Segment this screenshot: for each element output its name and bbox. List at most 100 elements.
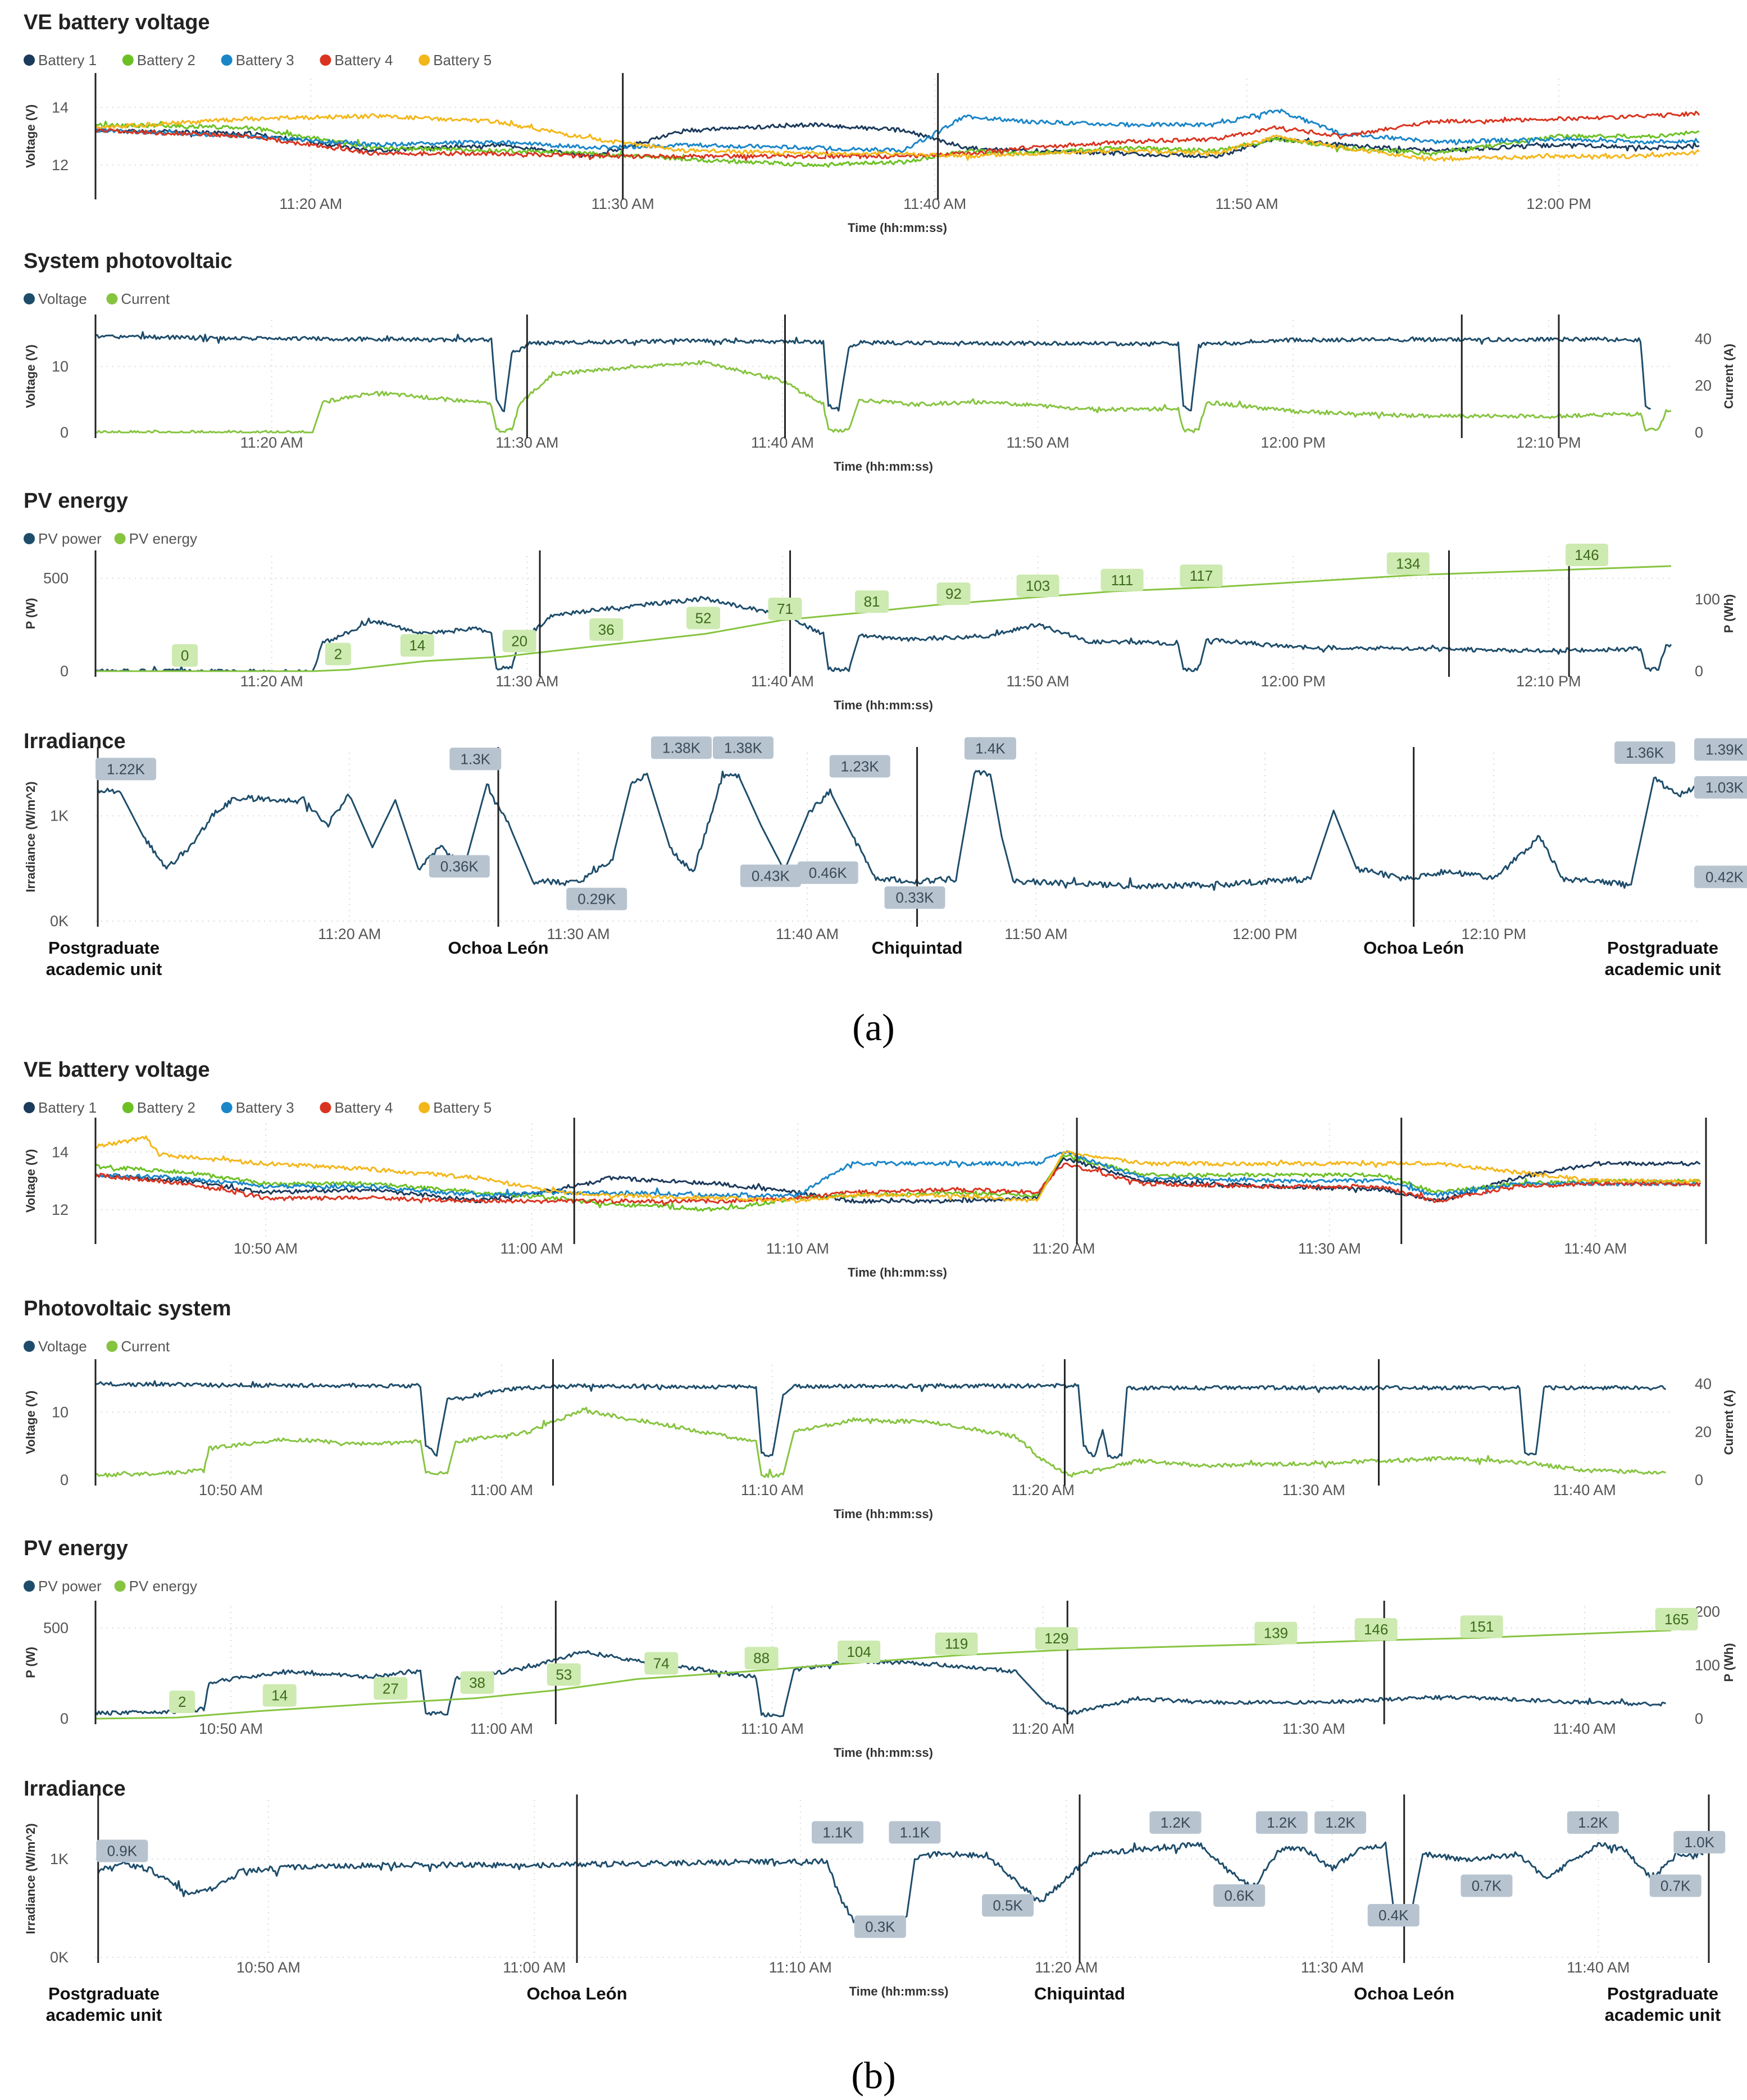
- data-label-bg: [884, 886, 945, 909]
- data-label-text: 1.1K: [822, 1824, 853, 1841]
- legend-item[interactable]: Battery 2: [122, 1099, 195, 1116]
- data-label-bg: [740, 864, 801, 887]
- x-tick-label: 11:40 AM: [776, 926, 839, 942]
- data-label-bg: [1655, 1607, 1698, 1630]
- x-axis-label: Time (hh:mm:ss): [848, 1265, 947, 1279]
- data-label-text: 71: [777, 600, 793, 617]
- location-label: Ochoa León: [1363, 938, 1464, 958]
- data-label-bg: [889, 1821, 941, 1844]
- legend-item[interactable]: Current: [106, 290, 170, 307]
- data-label-bg: [964, 737, 1016, 760]
- legend-item[interactable]: Current: [106, 1338, 170, 1355]
- y-tick-label: 0K: [50, 1949, 69, 1966]
- legend-item[interactable]: Voltage: [24, 1338, 87, 1355]
- data-label-text: 146: [1575, 546, 1599, 563]
- y-tick-label: 14: [52, 1144, 69, 1160]
- data-label-text: 36: [598, 621, 615, 638]
- data-label-text: 129: [1044, 1630, 1068, 1647]
- data-label: 0: [172, 644, 198, 667]
- data-label-text: 146: [1364, 1621, 1388, 1638]
- data-label-text: 1.2K: [1267, 1814, 1297, 1831]
- data-label: 2: [325, 643, 351, 666]
- legend-item[interactable]: PV power: [24, 530, 102, 547]
- y-right-tick-label: 40: [1695, 330, 1712, 347]
- x-tick-label: 11:20 AM: [240, 434, 303, 451]
- legend-label: Battery 1: [38, 1099, 97, 1116]
- legend-item[interactable]: PV energy: [114, 1578, 197, 1595]
- data-label-bg: [744, 1647, 779, 1670]
- legend-item[interactable]: Battery 5: [418, 1099, 492, 1116]
- legend-swatch: [122, 54, 134, 66]
- legend-item[interactable]: PV power: [24, 1578, 102, 1595]
- legend-label: Battery 1: [38, 52, 97, 69]
- data-label-bg: [1694, 865, 1747, 889]
- legend-label: Current: [121, 290, 170, 307]
- legend-label: Voltage: [38, 290, 87, 307]
- data-label: 165: [1655, 1607, 1698, 1630]
- chart-title: PV energy: [24, 489, 128, 513]
- data-label-bg: [686, 607, 720, 630]
- data-label-text: 0.33K: [896, 889, 935, 906]
- data-label-text: 1.38K: [724, 739, 763, 756]
- x-tick-label: 11:10 AM: [741, 1482, 804, 1498]
- data-label-text: 1.03K: [1705, 779, 1744, 796]
- series-line-battery-4: [94, 1163, 1701, 1206]
- legend-item[interactable]: Battery 5: [418, 52, 492, 69]
- data-label-bg: [854, 1915, 906, 1938]
- data-label-text: 2: [334, 645, 342, 662]
- data-label-bg: [1213, 1884, 1266, 1907]
- legend-item[interactable]: Battery 3: [221, 1099, 294, 1116]
- data-label: 53: [547, 1663, 581, 1686]
- series-line-current: [95, 1406, 1666, 1478]
- legend-swatch: [24, 293, 35, 304]
- legend-item[interactable]: Battery 1: [24, 1099, 97, 1116]
- chart-title: Irradiance: [24, 1777, 126, 1801]
- location-label: Ochoa León: [1354, 1984, 1454, 2003]
- x-tick-label: 11:20 AM: [318, 926, 381, 942]
- data-label-bg: [712, 736, 774, 759]
- series-line-current: [95, 359, 1672, 434]
- data-label-text: 0.4K: [1379, 1907, 1409, 1924]
- x-tick-label: 12:00 PM: [1232, 926, 1298, 942]
- data-label-bg: [644, 1652, 679, 1675]
- series-line-battery-3: [94, 108, 1700, 153]
- legend-item[interactable]: Battery 4: [320, 1099, 393, 1116]
- y-right-tick-label: 20: [1695, 1424, 1712, 1441]
- y-right-tick-label: 0: [1695, 1710, 1703, 1727]
- data-label-bg: [829, 755, 890, 778]
- x-tick-label: 11:40 AM: [1553, 1720, 1616, 1737]
- legend-item[interactable]: Battery 3: [221, 52, 294, 69]
- x-tick-label: 11:00 AM: [470, 1720, 533, 1737]
- data-label-bg: [566, 887, 627, 910]
- data-label: 104: [838, 1640, 881, 1663]
- legend-item[interactable]: Voltage: [24, 290, 87, 307]
- legend-item[interactable]: Battery 2: [122, 52, 195, 69]
- x-tick-label: 11:00 AM: [503, 1959, 566, 1976]
- data-label: 129: [1035, 1627, 1078, 1650]
- x-axis-label: Time (hh:mm:ss): [834, 1507, 933, 1521]
- location-label: Ochoa León: [526, 1984, 627, 2003]
- chart-a-battery: VE battery voltage Battery 1 Battery 2 Batt…: [24, 11, 1700, 235]
- x-tick-label: 11:20 AM: [240, 673, 303, 690]
- data-label-text: 139: [1264, 1625, 1288, 1642]
- legend-swatch: [221, 54, 233, 66]
- x-tick-label: 11:30 AM: [1298, 1240, 1361, 1257]
- data-label-bg: [1354, 1618, 1398, 1641]
- y-right-axis-label: Current (A): [1722, 344, 1736, 409]
- data-label: 0.9K: [96, 1839, 148, 1862]
- data-label-bg: [374, 1677, 408, 1700]
- x-tick-label: 10:50 AM: [199, 1720, 263, 1737]
- data-label-text: 92: [945, 585, 962, 602]
- legend-item[interactable]: Battery 4: [320, 52, 393, 69]
- legend-item[interactable]: PV energy: [114, 530, 197, 547]
- data-label-text: 165: [1664, 1611, 1689, 1628]
- x-tick-label: 11:30 AM: [1301, 1959, 1364, 1976]
- legend-item[interactable]: Battery 1: [24, 52, 97, 69]
- legend-swatch: [24, 1580, 35, 1592]
- data-label-text: 38: [469, 1674, 485, 1691]
- y-right-tick-label: 200: [1695, 1604, 1720, 1620]
- data-label-bg: [982, 1894, 1034, 1917]
- x-tick-label: 11:00 AM: [470, 1482, 533, 1498]
- data-label-bg: [589, 618, 624, 641]
- legend-label: Battery 5: [433, 52, 492, 69]
